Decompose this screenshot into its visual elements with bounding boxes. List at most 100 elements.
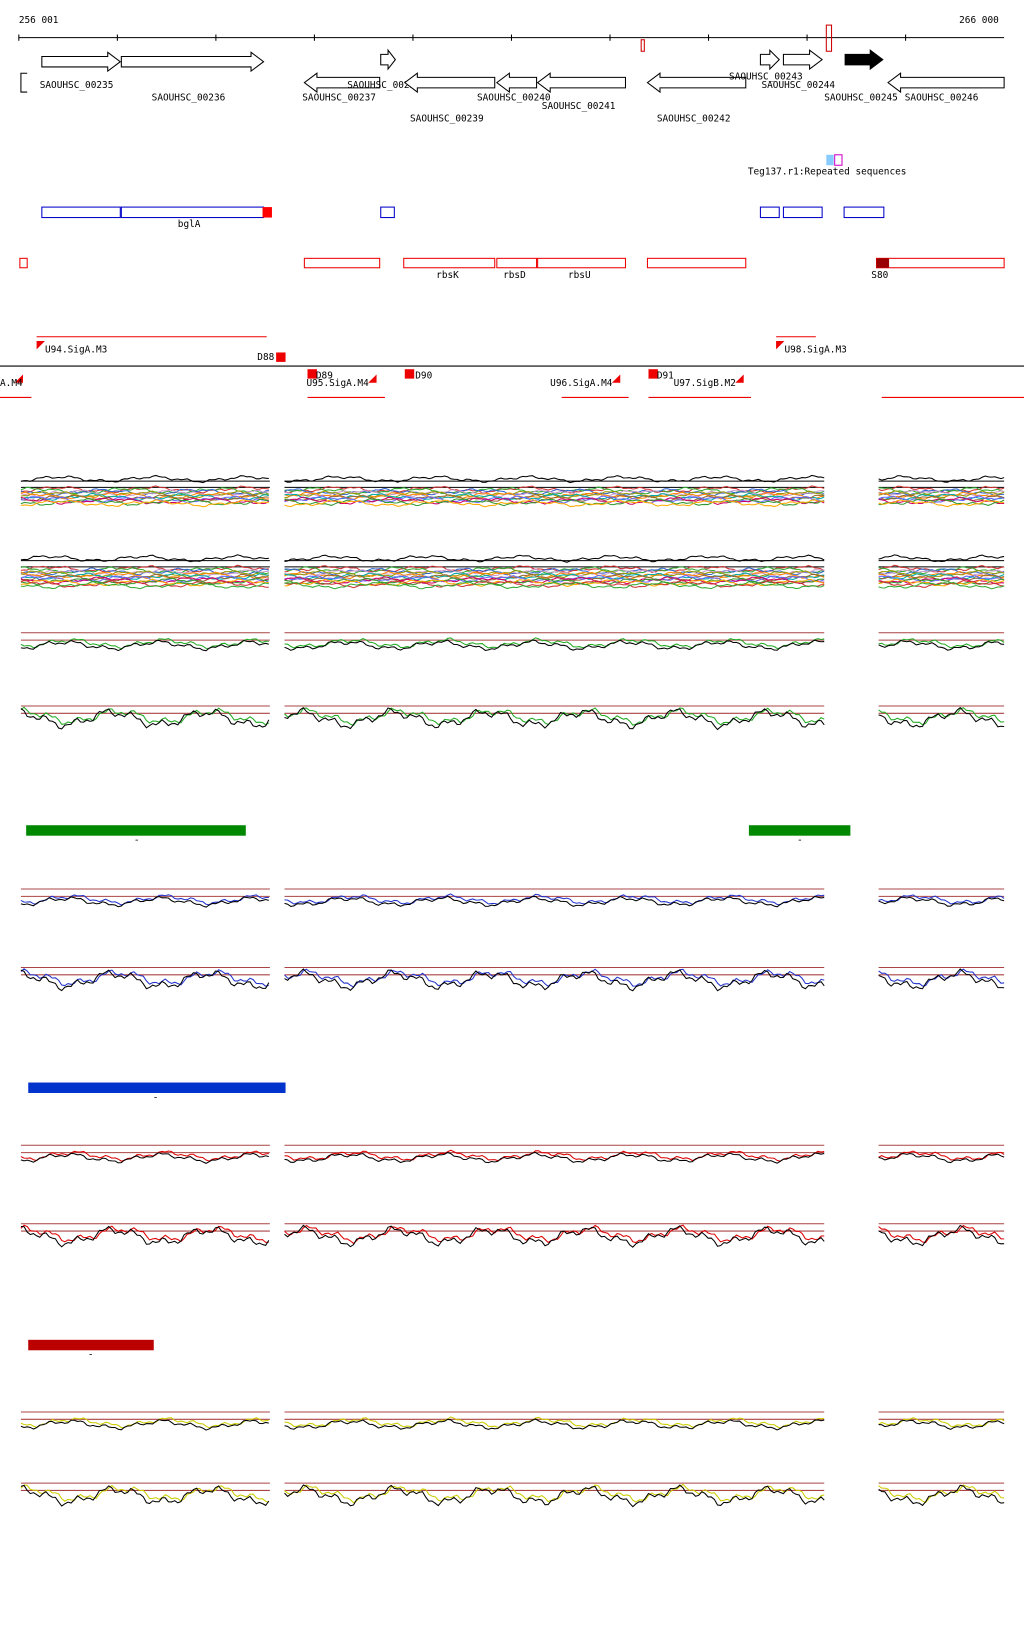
signal-line: [878, 564, 1005, 573]
signal-line: [284, 493, 825, 503]
signal-line: [284, 637, 825, 650]
signal-line: [284, 576, 825, 585]
gene-label: SAOUHSC_00238: [347, 80, 421, 91]
signal-line: [284, 1484, 825, 1508]
signal-line: [20, 1225, 270, 1248]
signal-line: [284, 497, 825, 507]
signal-line: [20, 896, 269, 908]
signal-line: [20, 1417, 269, 1429]
signal-line: [878, 490, 1005, 498]
gene-label: SAOUHSC_00237: [302, 92, 376, 103]
feature-end: [262, 207, 272, 218]
condition-marker: -: [797, 835, 803, 846]
blue-feature: [759, 206, 780, 219]
promoter-label: U98.SigA.M3: [784, 344, 846, 355]
feature-end: [876, 258, 890, 268]
signal-line: [20, 894, 269, 906]
signal-line: [878, 707, 1005, 726]
signal-line: [284, 567, 825, 576]
signal-line: [878, 896, 1005, 907]
signal-line: [878, 1224, 1005, 1244]
signal-line: [20, 579, 269, 588]
gene-arrow: [303, 72, 381, 94]
gene-label: SAOUHSC_00240: [477, 92, 551, 103]
promoter-label: D89: [316, 371, 333, 382]
gene-label: SAOUHSC_00239: [410, 113, 484, 124]
blue-feature: [843, 206, 885, 219]
signal-line: [284, 1149, 825, 1162]
feature-label: bglA: [178, 219, 201, 230]
gene-arrow: [646, 72, 747, 94]
gene-label: SAOUHSC_00241: [542, 101, 616, 112]
signal-line: [284, 489, 825, 498]
signal-line: [878, 968, 1005, 987]
signal-line: [878, 582, 1005, 590]
promoter-flag: [14, 374, 24, 383]
signal-line: [878, 488, 1005, 496]
signal-line: [284, 1224, 825, 1248]
signal-line: [20, 637, 269, 650]
feature-label: rbsK: [436, 270, 459, 281]
signal-line: [20, 708, 270, 730]
ruler-marker: [640, 39, 645, 52]
signal-line: [284, 706, 825, 731]
condition-marker: -: [88, 1350, 94, 1361]
signal-line: [20, 1484, 270, 1507]
signal-line: [20, 570, 269, 578]
signal-line: [20, 1224, 269, 1243]
signal-line: [284, 487, 825, 497]
signal-line: [878, 475, 1005, 483]
signal-line: [878, 487, 1005, 495]
signal-line: [20, 1152, 269, 1164]
blue-feature: [41, 206, 121, 219]
signal-line: [878, 1419, 1005, 1430]
condition-bar: [26, 825, 246, 836]
red-feature: [496, 257, 538, 269]
signal-line: [284, 707, 825, 726]
signal-line: [20, 1484, 269, 1503]
gene-arrow: [41, 51, 122, 73]
signal-line: [284, 572, 825, 581]
promoter-flag: [611, 374, 621, 383]
gene-arrow: [844, 49, 884, 71]
signal-line: [878, 1484, 1005, 1503]
signal-line: [878, 495, 1005, 504]
ruler-end: 266 000: [959, 15, 999, 26]
signal-line: [878, 580, 1005, 588]
red-feature: [646, 257, 747, 269]
signal-line: [20, 485, 269, 494]
signal-line: [878, 575, 1005, 584]
signal-line: [20, 554, 269, 563]
signal-line: [878, 499, 1005, 508]
signal-line: [20, 474, 269, 484]
signal-line: [878, 1153, 1005, 1164]
condition-bar: [28, 1082, 286, 1093]
signal-line: [20, 486, 270, 495]
signal-line: [284, 554, 825, 563]
gene-arrow: [782, 49, 824, 71]
promoter-flag: [36, 340, 45, 350]
red-feature: [875, 257, 1005, 269]
signal-line: [20, 1150, 269, 1162]
feature-label: rbsD: [503, 270, 526, 281]
promoter-label: D88: [257, 352, 274, 363]
signal-line: [20, 564, 269, 573]
signal-line: [20, 581, 269, 590]
ruler-marker: [825, 24, 833, 52]
condition-bar: [28, 1339, 154, 1351]
gene-label: SAOUHSC_00245: [824, 92, 898, 103]
signal-line: [284, 893, 825, 906]
gene-label: SAOUHSC_00244: [761, 80, 835, 91]
condition-marker: -: [134, 835, 140, 846]
signal-line: [20, 968, 269, 987]
signal-line: [284, 968, 825, 988]
signal-line: [20, 639, 269, 652]
signal-line: [284, 581, 825, 590]
signal-line: [878, 554, 1005, 562]
signal-line: [284, 1418, 825, 1431]
signal-line: [20, 495, 269, 504]
signal-line: [878, 968, 1005, 990]
signal-line: [284, 1416, 825, 1429]
repeat-label: Teg137.r1:Repeated sequences: [748, 167, 907, 178]
